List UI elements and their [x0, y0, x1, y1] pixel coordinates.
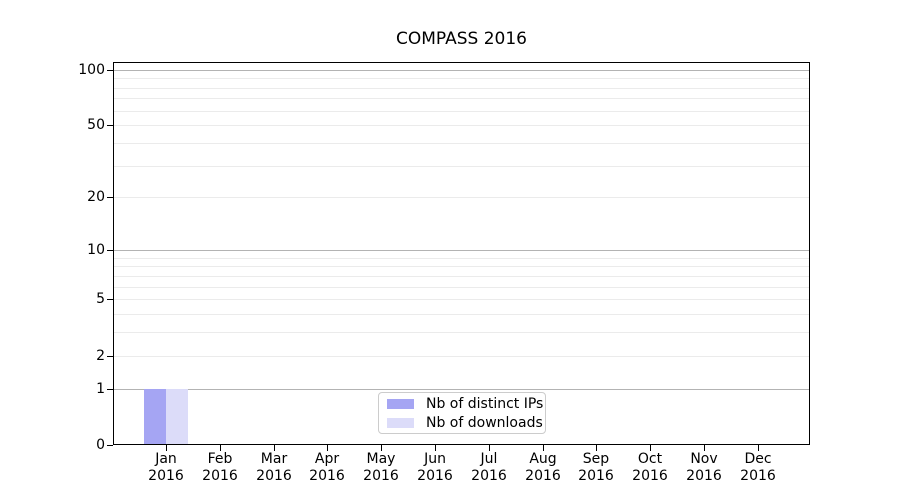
y-tick-label: 2: [96, 348, 105, 364]
x-tick-label-year: 2016: [740, 468, 776, 484]
gridline-minor: [114, 125, 809, 126]
x-tick-label-year: 2016: [686, 468, 722, 484]
x-tick-mark: [650, 445, 651, 451]
y-tick-label: 5: [96, 291, 105, 307]
y-tick-label: 100: [78, 62, 105, 78]
gridline-minor: [114, 266, 809, 267]
chart-title: COMPASS 2016: [396, 29, 527, 49]
gridline-minor: [114, 88, 809, 89]
x-tick-label: Aug 2016: [511, 451, 575, 485]
x-tick-label-month: Jul: [480, 451, 498, 467]
plot-area: [113, 62, 810, 445]
gridline-minor: [114, 276, 809, 277]
bar-nb-of-downloads: [166, 388, 188, 444]
gridline-minor: [114, 197, 809, 198]
legend: Nb of distinct IPs Nb of downloads: [378, 392, 546, 434]
x-tick-label: May 2016: [349, 451, 413, 485]
legend-row: Nb of downloads: [387, 415, 543, 431]
x-tick-label-year: 2016: [471, 468, 507, 484]
x-tick-mark: [274, 445, 275, 451]
x-tick-mark: [543, 445, 544, 451]
x-tick-mark: [166, 445, 167, 451]
legend-label: Nb of downloads: [426, 414, 543, 431]
gridline-minor: [114, 111, 809, 112]
x-tick-mark: [435, 445, 436, 451]
x-tick-label: Mar 2016: [242, 451, 306, 485]
gridline-major: [114, 70, 809, 71]
x-tick-label-year: 2016: [202, 468, 238, 484]
y-tick-mark: [107, 70, 113, 71]
y-tick-mark: [107, 197, 113, 198]
gridline-minor: [114, 314, 809, 315]
y-tick-label: 50: [87, 117, 105, 133]
gridline-major: [114, 250, 809, 251]
legend-label: Nb of distinct IPs: [426, 395, 544, 412]
gridline-minor: [114, 143, 809, 144]
legend-swatch: [387, 417, 414, 428]
x-tick-label-year: 2016: [148, 468, 184, 484]
gridline-minor: [114, 166, 809, 167]
y-tick-mark: [107, 356, 113, 357]
x-tick-label-month: Nov: [690, 451, 718, 467]
x-tick-label-month: Apr: [314, 451, 340, 467]
x-tick-label-month: Sep: [582, 451, 610, 467]
y-tick-label: 20: [87, 189, 105, 205]
x-tick-label-month: Jan: [155, 451, 177, 467]
x-tick-label: Apr 2016: [295, 451, 359, 485]
x-tick-label-year: 2016: [309, 468, 345, 484]
x-tick-label: Oct 2016: [618, 451, 682, 485]
legend-swatch: [387, 398, 414, 409]
x-tick-label-year: 2016: [256, 468, 292, 484]
x-tick-label-year: 2016: [417, 468, 453, 484]
x-tick-label-month: Oct: [637, 451, 663, 467]
x-tick-label: Jul 2016: [457, 451, 521, 485]
x-tick-label: Jan 2016: [134, 451, 198, 485]
x-tick-mark: [220, 445, 221, 451]
gridline-major: [114, 389, 809, 390]
y-tick-mark: [107, 125, 113, 126]
x-tick-label: Feb 2016: [188, 451, 252, 485]
gridline-minor: [114, 287, 809, 288]
x-tick-label-month: Mar: [260, 451, 288, 467]
gridline-minor: [114, 299, 809, 300]
x-tick-label-year: 2016: [578, 468, 614, 484]
x-tick-label-month: Feb: [207, 451, 233, 467]
gridline-minor: [114, 332, 809, 333]
bar-nb-of-distinct-ips: [144, 388, 166, 444]
x-tick-label-month: May: [366, 451, 396, 467]
x-tick-mark: [704, 445, 705, 451]
y-tick-mark: [107, 445, 113, 446]
y-tick-mark: [107, 299, 113, 300]
y-tick-label: 0: [96, 437, 105, 453]
x-tick-label-year: 2016: [525, 468, 561, 484]
x-tick-label-month: Aug: [529, 451, 557, 467]
x-tick-label-month: Dec: [744, 451, 772, 467]
x-tick-mark: [327, 445, 328, 451]
x-tick-label: Jun 2016: [403, 451, 467, 485]
gridline-minor: [114, 258, 809, 259]
y-tick-mark: [107, 250, 113, 251]
x-tick-label: Nov 2016: [672, 451, 736, 485]
y-tick-mark: [107, 389, 113, 390]
y-tick-label: 10: [87, 242, 105, 258]
gridline-minor: [114, 78, 809, 79]
gridline-minor: [114, 356, 809, 357]
x-tick-label-month: Jun: [424, 451, 446, 467]
x-tick-label: Dec 2016: [726, 451, 790, 485]
x-tick-mark: [596, 445, 597, 451]
x-tick-mark: [758, 445, 759, 451]
x-tick-mark: [381, 445, 382, 451]
x-tick-mark: [489, 445, 490, 451]
x-tick-label-year: 2016: [363, 468, 399, 484]
legend-row: Nb of distinct IPs: [387, 396, 543, 412]
gridline-minor: [114, 98, 809, 99]
x-tick-label-year: 2016: [632, 468, 668, 484]
y-tick-label: 1: [96, 381, 105, 397]
x-tick-label: Sep 2016: [564, 451, 628, 485]
